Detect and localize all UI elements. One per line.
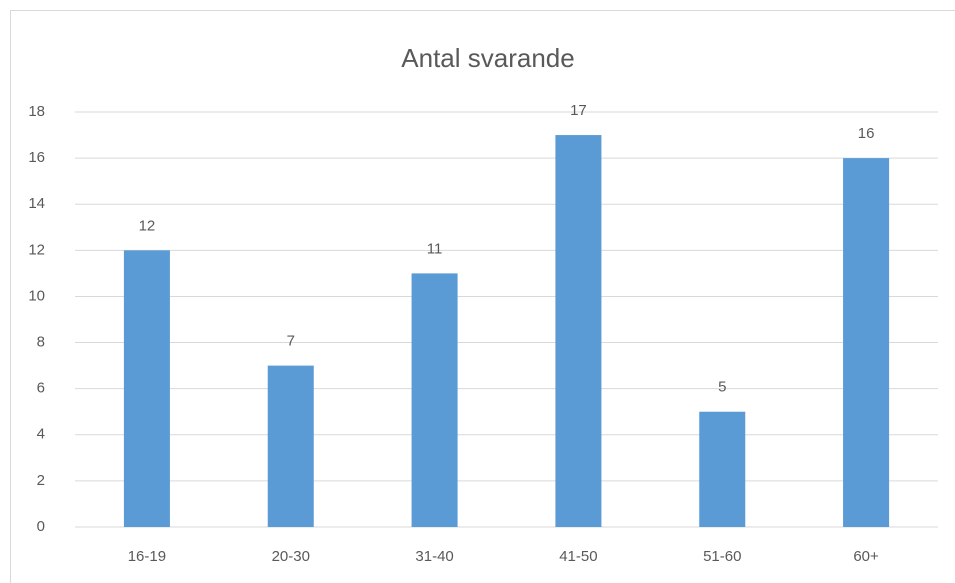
data-label: 7 xyxy=(287,333,295,350)
y-tick-label: 6 xyxy=(37,380,45,397)
x-tick-label: 31-40 xyxy=(415,548,453,565)
x-tick-label: 20-30 xyxy=(272,548,310,565)
data-label: 5 xyxy=(718,379,726,396)
y-tick-label: 18 xyxy=(28,103,45,120)
y-tick-label: 0 xyxy=(37,518,45,535)
x-tick-label: 16-19 xyxy=(128,548,166,565)
data-label: 17 xyxy=(570,102,587,119)
y-tick-label: 2 xyxy=(37,472,45,489)
y-tick-label: 4 xyxy=(37,426,45,443)
data-label: 11 xyxy=(427,240,443,257)
x-tick-label: 41-50 xyxy=(559,548,597,565)
y-tick-label: 8 xyxy=(37,334,45,351)
x-tick-label: 51-60 xyxy=(703,548,741,565)
y-tick-label: 14 xyxy=(28,195,45,212)
bar xyxy=(411,273,458,527)
chart-title: Antal svarande xyxy=(401,43,574,73)
x-tick-label: 60+ xyxy=(853,548,879,565)
bar xyxy=(267,365,314,527)
bar xyxy=(843,158,890,527)
data-label: 16 xyxy=(858,125,875,142)
bar xyxy=(123,250,170,528)
bar xyxy=(699,411,746,527)
bar xyxy=(555,135,602,528)
y-tick-label: 10 xyxy=(28,287,45,304)
y-tick-label: 16 xyxy=(28,149,45,166)
y-tick-label: 12 xyxy=(28,241,45,258)
data-label: 12 xyxy=(139,217,156,234)
